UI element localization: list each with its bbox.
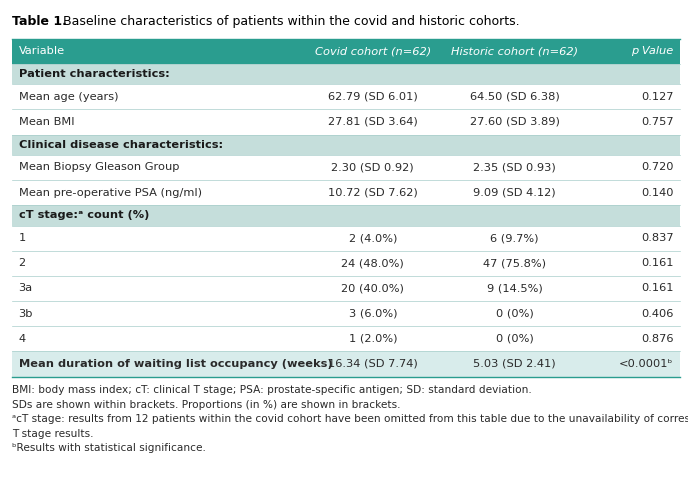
Text: 24 (48.0%): 24 (48.0%) — [341, 258, 404, 268]
Bar — [12, 326, 680, 351]
Text: ᵃcT stage: results from 12 patients within the covid cohort have been omitted fr: ᵃcT stage: results from 12 patients with… — [12, 414, 688, 424]
Text: T stage results.: T stage results. — [12, 429, 94, 439]
Bar — [12, 180, 680, 205]
Text: 47 (75.8%): 47 (75.8%) — [483, 258, 546, 268]
Text: 20 (40.0%): 20 (40.0%) — [341, 284, 404, 293]
Text: BMI: body mass index; cT: clinical T stage; PSA: prostate-specific antigen; SD: : BMI: body mass index; cT: clinical T sta… — [12, 385, 532, 395]
Text: 27.60 (SD 3.89): 27.60 (SD 3.89) — [470, 117, 559, 127]
Text: 1 (2.0%): 1 (2.0%) — [349, 334, 397, 344]
Bar — [12, 351, 680, 377]
Bar — [12, 251, 680, 276]
Text: Historic cohort (n=62): Historic cohort (n=62) — [451, 46, 578, 56]
Text: 2: 2 — [19, 258, 25, 268]
Text: 0.876: 0.876 — [641, 334, 674, 344]
Text: 9 (14.5%): 9 (14.5%) — [486, 284, 542, 293]
Text: 0.140: 0.140 — [641, 188, 674, 197]
Text: SDs are shown within brackets. Proportions (in %) are shown in brackets.: SDs are shown within brackets. Proportio… — [12, 400, 401, 410]
Bar — [12, 205, 680, 226]
Text: 3b: 3b — [19, 309, 33, 318]
Text: Variable: Variable — [19, 46, 65, 56]
Text: 0.757: 0.757 — [641, 117, 674, 127]
Text: Table 1.: Table 1. — [12, 15, 67, 28]
Text: 6 (9.7%): 6 (9.7%) — [491, 233, 539, 243]
Text: Mean pre-operative PSA (ng/ml): Mean pre-operative PSA (ng/ml) — [19, 188, 202, 197]
Text: Mean duration of waiting list occupancy (weeks): Mean duration of waiting list occupancy … — [19, 359, 332, 369]
Text: 3 (6.0%): 3 (6.0%) — [349, 309, 397, 318]
Text: 62.79 (SD 6.01): 62.79 (SD 6.01) — [328, 92, 418, 102]
Text: 0.161: 0.161 — [641, 258, 674, 268]
Text: 2.35 (SD 0.93): 2.35 (SD 0.93) — [473, 163, 556, 172]
Text: 27.81 (SD 3.64): 27.81 (SD 3.64) — [328, 117, 418, 127]
Text: 64.50 (SD 6.38): 64.50 (SD 6.38) — [470, 92, 559, 102]
Text: 4: 4 — [19, 334, 25, 344]
Bar — [12, 226, 680, 251]
Text: p Value: p Value — [632, 46, 674, 56]
Text: 0.720: 0.720 — [641, 163, 674, 172]
Text: 5.03 (SD 2.41): 5.03 (SD 2.41) — [473, 359, 556, 369]
Text: 1: 1 — [19, 233, 26, 243]
Text: Clinical disease characteristics:: Clinical disease characteristics: — [19, 140, 223, 150]
Text: ᵇResults with statistical significance.: ᵇResults with statistical significance. — [12, 443, 206, 454]
Text: 16.34 (SD 7.74): 16.34 (SD 7.74) — [328, 359, 418, 369]
Bar — [12, 276, 680, 301]
Bar — [12, 155, 680, 180]
Text: 9.09 (SD 4.12): 9.09 (SD 4.12) — [473, 188, 556, 197]
Text: 0.406: 0.406 — [641, 309, 674, 318]
Text: Mean age (years): Mean age (years) — [19, 92, 118, 102]
Text: 0.161: 0.161 — [641, 284, 674, 293]
Text: Covid cohort (n=62): Covid cohort (n=62) — [314, 46, 431, 56]
Text: 0 (0%): 0 (0%) — [495, 334, 533, 344]
Text: 0.837: 0.837 — [641, 233, 674, 243]
Text: 2.30 (SD 0.92): 2.30 (SD 0.92) — [332, 163, 414, 172]
Text: 2 (4.0%): 2 (4.0%) — [349, 233, 397, 243]
Text: <0.0001ᵇ: <0.0001ᵇ — [619, 359, 674, 369]
Bar — [12, 64, 680, 84]
Text: 0.127: 0.127 — [641, 92, 674, 102]
Bar — [12, 39, 680, 64]
Text: Mean Biopsy Gleason Group: Mean Biopsy Gleason Group — [19, 163, 179, 172]
Text: 0 (0%): 0 (0%) — [495, 309, 533, 318]
Bar — [12, 135, 680, 155]
Bar — [12, 301, 680, 326]
Text: 3a: 3a — [19, 284, 33, 293]
Bar — [12, 84, 680, 109]
Text: Mean BMI: Mean BMI — [19, 117, 74, 127]
Text: Baseline characteristics of patients within the covid and historic cohorts.: Baseline characteristics of patients wit… — [55, 15, 519, 28]
Bar — [12, 109, 680, 135]
Text: 10.72 (SD 7.62): 10.72 (SD 7.62) — [328, 188, 418, 197]
Text: Patient characteristics:: Patient characteristics: — [19, 69, 169, 79]
Text: cT stage:ᵃ count (%): cT stage:ᵃ count (%) — [19, 211, 149, 220]
